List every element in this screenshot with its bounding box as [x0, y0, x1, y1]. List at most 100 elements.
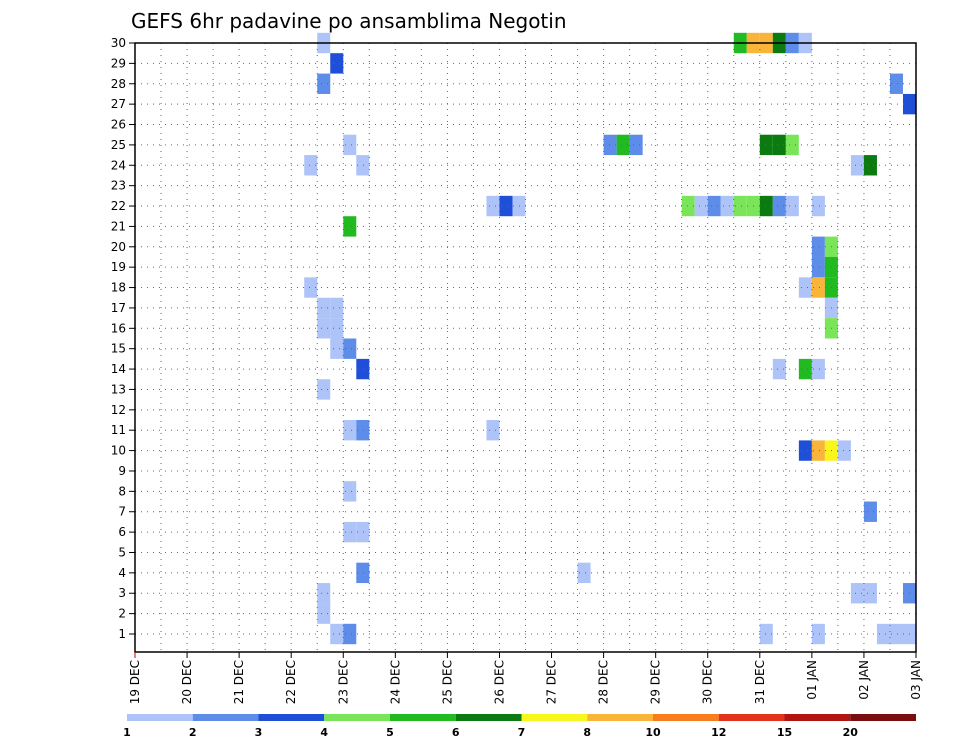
y-tick-label: 23 [111, 179, 126, 193]
grid-lines [135, 42, 916, 652]
heatmap-cell [330, 53, 344, 74]
heatmap-cell [343, 134, 357, 156]
legend-swatch [324, 714, 390, 721]
y-tick-label: 14 [111, 362, 126, 376]
heatmap-cell [499, 195, 513, 217]
x-axis-ticks: 19 DEC 20 DEC 21 DEC 22 DEC 23 DEC 24 DEC 25 D… [128, 652, 923, 704]
legend-swatch [784, 714, 851, 721]
heatmap-cell [317, 379, 331, 400]
x-tick-label: 26 DEC [492, 660, 506, 704]
x-tick-label: 31 DEC [753, 660, 767, 704]
heatmap-cell [811, 195, 825, 217]
legend-swatch [127, 714, 193, 721]
heatmap-cell [889, 73, 903, 94]
y-tick-label: 10 [111, 444, 126, 458]
legend-swatch [653, 714, 719, 721]
heatmap-cell [330, 623, 344, 645]
heatmap-cell [603, 134, 617, 156]
legend-swatch [718, 714, 785, 721]
heatmap-cell [889, 623, 903, 645]
heatmap-cell [759, 195, 773, 217]
plot-frame [134, 42, 917, 653]
x-tick-label: 20 DEC [180, 660, 194, 704]
x-tick-label: 01 JAN [805, 660, 819, 700]
heatmap-cell [317, 297, 331, 319]
x-tick-label: 27 DEC [545, 660, 559, 704]
legend-label: 20 [843, 726, 859, 739]
legend-label: 10 [645, 726, 661, 739]
y-tick-label: 26 [111, 118, 126, 132]
x-tick-label: 29 DEC [649, 660, 663, 704]
heatmap-cell [811, 623, 825, 645]
y-tick-label: 5 [118, 545, 126, 559]
heatmap-cell [343, 481, 357, 502]
x-tick-label: 28 DEC [597, 660, 611, 704]
x-tick-label: 22 DEC [284, 660, 298, 704]
x-tick-label: 19 DEC [128, 660, 142, 704]
heatmap-cell [876, 623, 890, 645]
heatmap-cell [811, 440, 825, 461]
heatmap-cell [772, 134, 786, 156]
heatmap-cell [486, 195, 500, 217]
y-tick-label: 16 [111, 321, 126, 335]
heatmap-cell [616, 134, 630, 156]
heatmap-cell [772, 358, 786, 380]
heatmap-cell [343, 420, 357, 441]
y-tick-label: 1 [118, 627, 126, 641]
legend-label: 12 [711, 726, 726, 739]
y-tick-label: 20 [111, 240, 126, 254]
y-tick-label: 12 [111, 403, 126, 417]
y-tick-label: 13 [111, 382, 126, 396]
x-tick-label: 30 DEC [701, 660, 715, 704]
heatmap-cell [811, 236, 825, 257]
heatmap-cell [759, 623, 773, 645]
heatmap-cell [356, 420, 370, 441]
heatmap-cell [317, 583, 331, 604]
heatmap-cell [330, 338, 344, 359]
heatmap-cell [356, 358, 370, 380]
heatmap-cell [837, 440, 851, 461]
y-tick-label: 18 [111, 281, 126, 295]
y-tick-label: 28 [111, 77, 126, 91]
legend-label: 15 [777, 726, 792, 739]
x-tick-label: 25 DEC [440, 660, 454, 704]
heatmap-cell [720, 195, 734, 217]
heatmap-cell [304, 277, 318, 298]
chart-title: GEFS 6hr padavine po ansamblima Negotin [131, 9, 567, 33]
y-tick-label: 9 [118, 464, 126, 478]
heatmap-cell [629, 134, 643, 156]
heatmap-cell [343, 623, 357, 645]
y-tick-label: 24 [111, 158, 126, 172]
legend-swatch [390, 714, 456, 721]
heatmap-cell [356, 562, 370, 584]
x-tick-label: 24 DEC [388, 660, 402, 704]
heatmap-cell [512, 195, 526, 217]
legend-swatch [455, 714, 522, 721]
x-tick-label: 02 JAN [857, 660, 871, 700]
heatmap-cell [759, 134, 773, 156]
heatmap-cell [772, 195, 786, 217]
heatmap-cell [330, 318, 344, 339]
y-tick-label: 6 [118, 525, 126, 539]
legend-label: 1 [123, 726, 131, 739]
color-legend: 1 2 3 4 5 6 7 8 10 12 15 20 [123, 714, 916, 739]
legend-label: 5 [386, 726, 394, 739]
y-tick-label: 15 [111, 342, 126, 356]
heatmap-cell [317, 603, 331, 624]
legend-label: 7 [518, 726, 526, 739]
heatmap-cell [304, 155, 318, 176]
heatmap-cell [811, 358, 825, 380]
heatmap-cell [356, 155, 370, 176]
x-tick-label: 03 JAN [909, 660, 923, 700]
heatmap-cell [486, 420, 500, 441]
y-tick-label: 17 [111, 301, 126, 315]
legend-swatch [587, 714, 653, 721]
y-tick-label: 3 [118, 586, 126, 600]
legend-label: 6 [452, 726, 460, 739]
heatmap-cell [850, 155, 864, 176]
heatmap-cell [356, 521, 370, 543]
y-tick-label: 25 [111, 138, 126, 152]
y-tick-label: 21 [111, 219, 126, 233]
legend-swatch [850, 714, 916, 721]
heatmap-cell [785, 134, 799, 156]
